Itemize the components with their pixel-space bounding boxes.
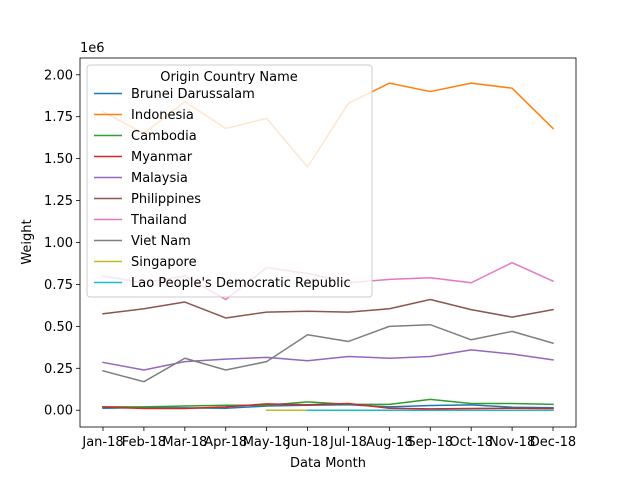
y-tick-label: 0.25	[44, 362, 73, 377]
x-tick-label: Apr-18	[204, 435, 247, 450]
legend-label: Viet Nam	[131, 234, 191, 249]
legend-items: Brunei Darussalam Indonesia Cambodia Myanma…	[94, 87, 351, 291]
x-tick-label: Sep-18	[407, 435, 453, 450]
y-offset-label: 1e6	[80, 41, 105, 56]
x-tick-label: Jul-18	[329, 435, 367, 450]
legend-label: Lao People's Democratic Republic	[131, 276, 351, 291]
series-line-3	[102, 402, 554, 410]
x-tick-label: Dec-18	[530, 435, 576, 450]
legend-label: Indonesia	[131, 108, 194, 123]
y-axis: 0.00 0.25 0.50 0.75 1.00 1.25 1.50 1.75 2.00	[44, 68, 80, 419]
legend-label: Philippines	[131, 192, 201, 207]
series-line-7	[102, 323, 554, 383]
y-tick-label: 0.50	[44, 320, 73, 335]
legend-label: Brunei Darussalam	[131, 87, 255, 102]
legend-label: Cambodia	[131, 129, 197, 144]
y-tick-label: 1.75	[44, 110, 73, 125]
x-tick-label: Mar-18	[162, 435, 207, 450]
legend-label: Myanmar	[131, 150, 193, 165]
x-tick-label: Feb-18	[122, 435, 166, 450]
y-tick-label: 2.00	[44, 68, 73, 83]
legend-label: Malaysia	[131, 171, 188, 186]
x-tick-label: Oct-18	[449, 435, 493, 450]
x-axis-label: Data Month	[290, 456, 366, 471]
legend: Origin Country Name Brunei Darussalam Ind…	[86, 64, 373, 298]
x-tick-label: Aug-18	[366, 435, 413, 450]
y-tick-label: 0.75	[44, 278, 73, 293]
y-tick-label: 1.00	[44, 236, 73, 251]
x-tick-label: Jun-18	[286, 435, 329, 450]
series-line-2	[102, 398, 554, 408]
legend-title: Origin Country Name	[160, 70, 298, 85]
legend-label: Thailand	[130, 213, 187, 228]
x-tick-label: May-18	[243, 435, 291, 450]
legend-label: Singapore	[131, 255, 197, 270]
y-axis-label: Weight	[20, 219, 35, 264]
legend-box	[86, 64, 373, 298]
y-tick-label: 0.00	[44, 404, 73, 419]
y-tick-label: 1.25	[44, 194, 73, 209]
x-tick-label: Nov-18	[489, 435, 535, 450]
y-tick-label: 1.50	[44, 152, 73, 167]
x-tick-label: Jan-18	[81, 435, 123, 450]
series-line-5	[102, 298, 554, 319]
